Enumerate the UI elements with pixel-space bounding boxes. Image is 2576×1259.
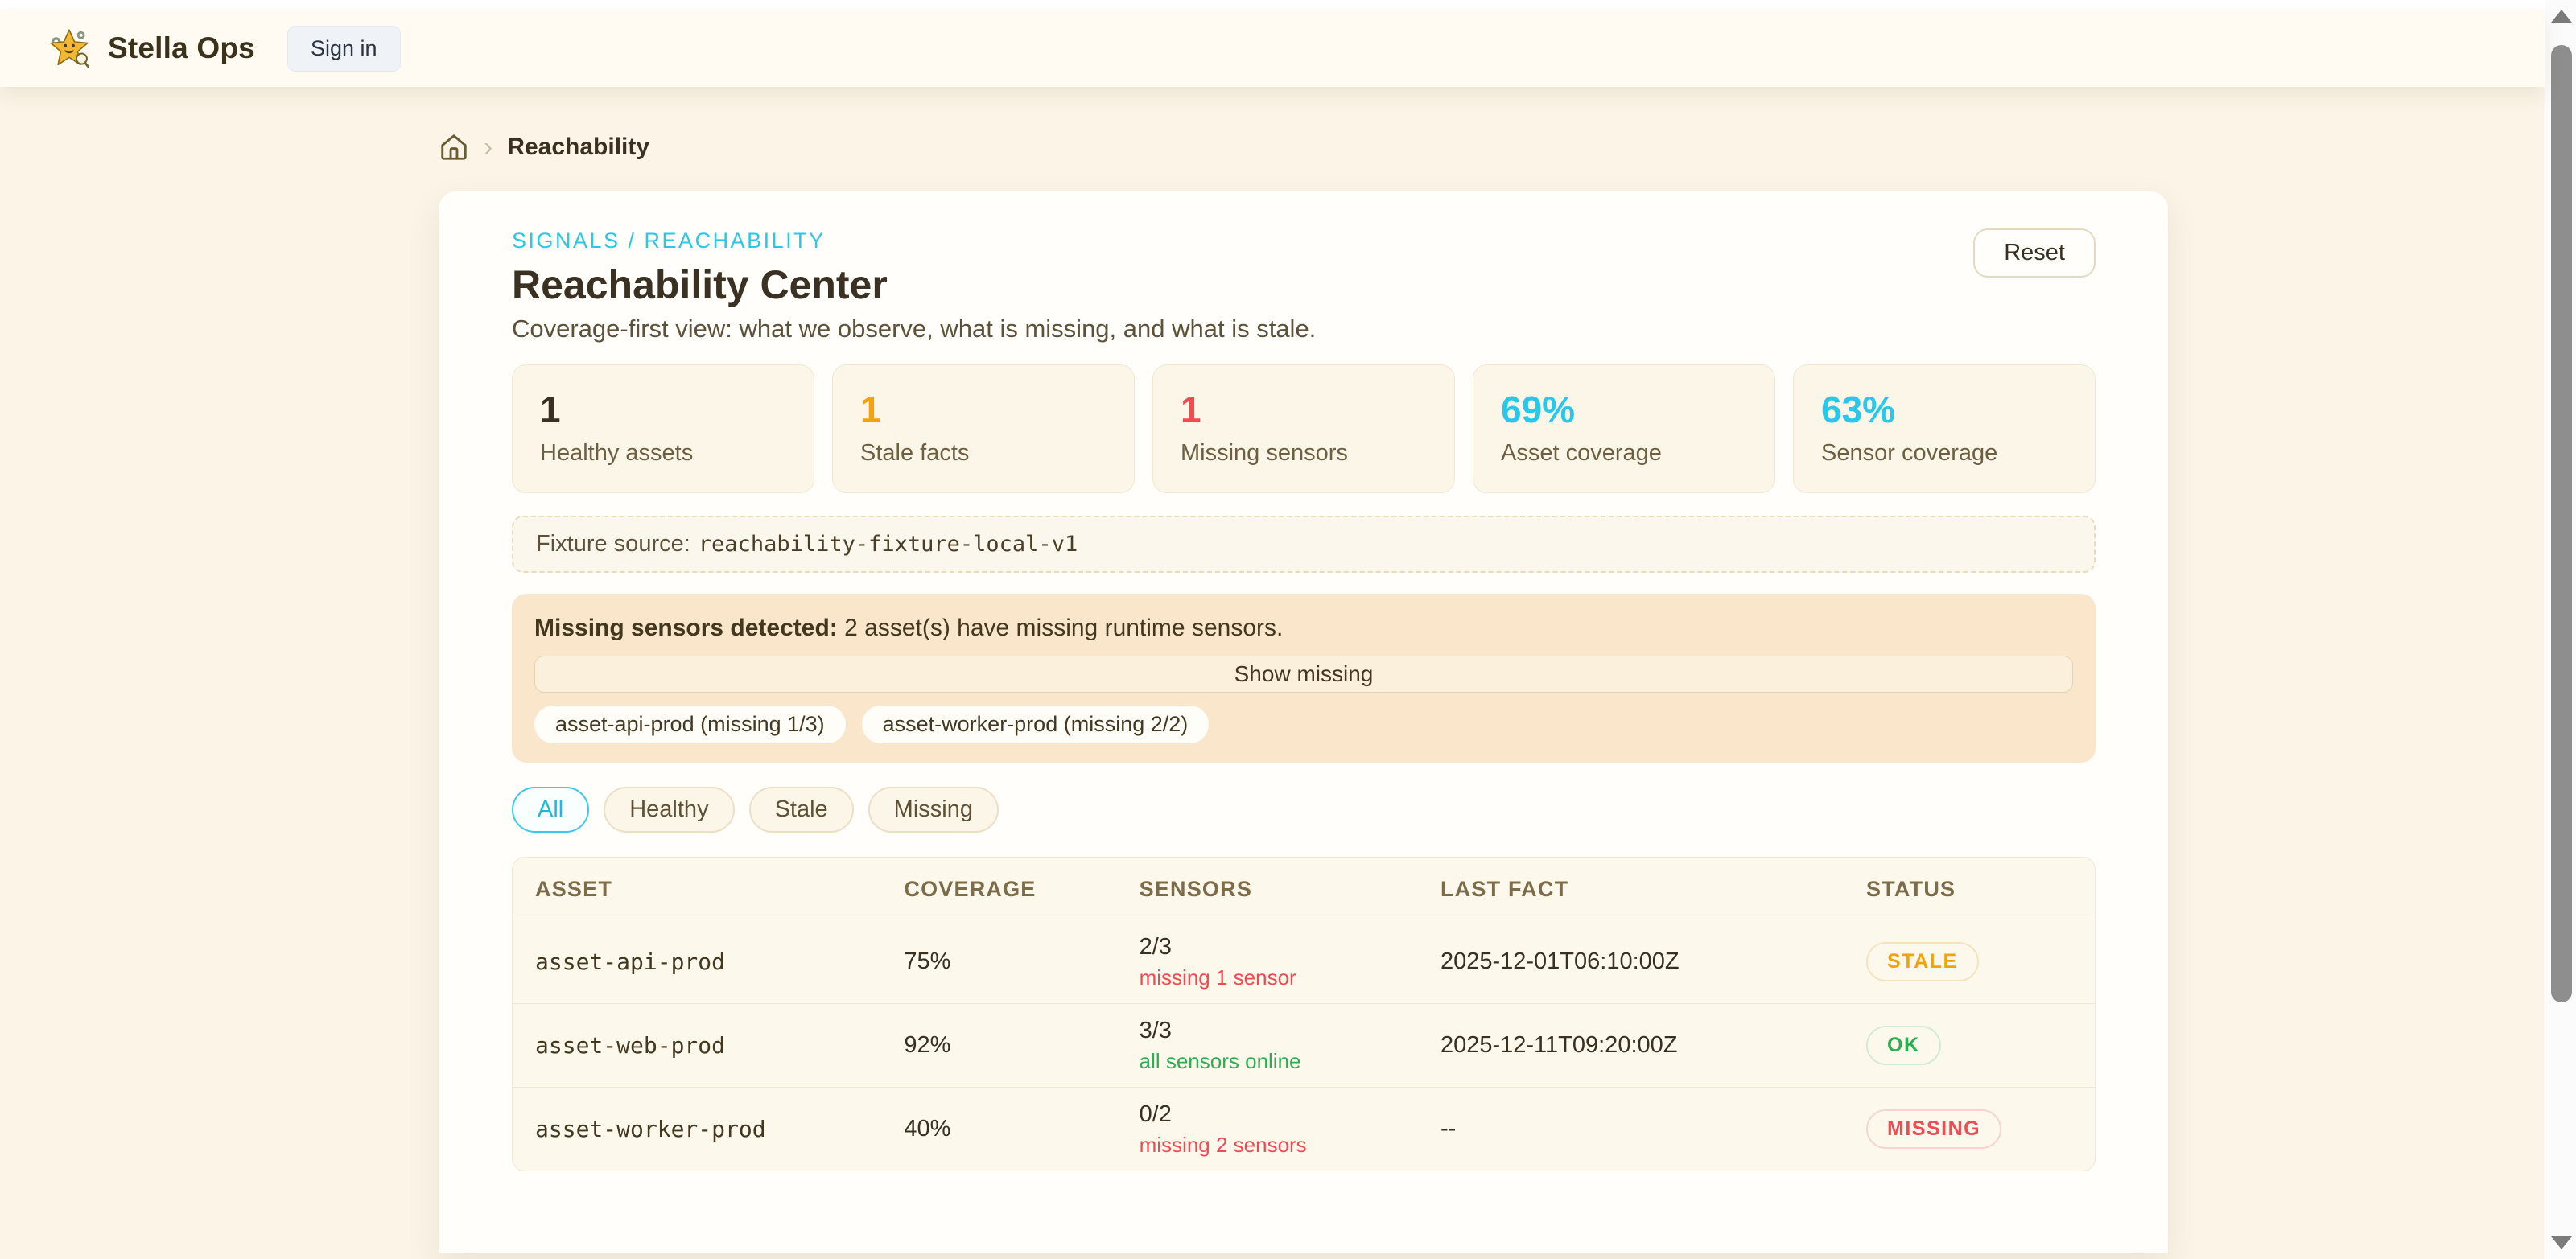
cell-asset: asset-worker-prod <box>535 1116 766 1143</box>
cell-asset: asset-api-prod <box>535 948 726 976</box>
vertical-scrollbar <box>2545 0 2576 1259</box>
stat-card: 1 Stale facts <box>832 364 1135 493</box>
reachability-card: SIGNALS / REACHABILITY Reachability Cent… <box>439 191 2168 1253</box>
cell-coverage: 92% <box>904 1032 951 1059</box>
stat-label: Stale facts <box>860 439 970 466</box>
stat-card: 69% Asset coverage <box>1473 364 1775 493</box>
breadcrumb-current[interactable]: Reachability <box>507 134 650 160</box>
section-eyebrow: SIGNALS / REACHABILITY <box>512 228 826 253</box>
column-header-last-fact: LAST FACT <box>1440 877 1569 902</box>
filter-pill-healthy[interactable]: Healthy <box>604 787 735 833</box>
stat-card: 1 Missing sensors <box>1152 364 1455 493</box>
cell-status: MISSING <box>1866 1109 2072 1150</box>
stat-label: Healthy assets <box>540 439 694 466</box>
table-row: asset-api-prod 75% 2/3 missing 1 sensor … <box>513 920 2095 1003</box>
reset-button[interactable]: Reset <box>1973 228 2096 278</box>
cell-sensors: 3/3 all sensors online <box>1140 1018 1440 1074</box>
app-header: Stella Ops Sign in <box>0 10 2545 87</box>
stat-value: 63% <box>1821 389 1896 430</box>
cell-sensors: 2/3 missing 1 sensor <box>1140 934 1440 990</box>
scroll-up-arrow-icon[interactable] <box>2551 10 2572 23</box>
cell-last-fact: -- <box>1440 1116 1457 1142</box>
top-strip <box>0 0 2545 10</box>
table-body: asset-api-prod 75% 2/3 missing 1 sensor … <box>513 920 2095 1171</box>
stat-label: Sensor coverage <box>1821 439 1998 466</box>
brand: Stella Ops <box>48 27 255 69</box>
filter-pills: All Healthy Stale Missing <box>512 787 2096 833</box>
status-badge: MISSING <box>1866 1109 2002 1150</box>
title-row: SIGNALS / REACHABILITY Reachability Cent… <box>512 228 2096 344</box>
stat-label: Missing sensors <box>1181 439 1348 466</box>
alert-title: Missing sensors detected: <box>534 614 838 641</box>
filter-pill-all[interactable]: All <box>512 787 590 833</box>
stat-card: 63% Sensor coverage <box>1793 364 2096 493</box>
stat-value: 69% <box>1501 389 1576 430</box>
cell-coverage: 75% <box>904 948 951 975</box>
cell-status: OK <box>1866 1026 2072 1066</box>
sensors-count: 0/2 <box>1139 1101 1172 1127</box>
column-header-coverage: COVERAGE <box>904 877 1037 902</box>
assets-table: ASSET COVERAGE SENSORS LAST FACT STATUS asse… <box>512 857 2096 1172</box>
scroll-down-arrow-icon[interactable] <box>2551 1236 2572 1249</box>
stats-row: 1 Healthy assets 1 Stale facts 1 Missing… <box>512 364 2096 493</box>
column-header-asset: ASSET <box>535 877 613 902</box>
sensors-count: 3/3 <box>1139 1017 1172 1043</box>
stat-label: Asset coverage <box>1501 439 1662 466</box>
breadcrumb-separator-icon: › <box>484 132 493 163</box>
column-header-sensors: SENSORS <box>1139 877 1253 902</box>
cell-sensors: 0/2 missing 2 sensors <box>1140 1101 1440 1158</box>
sign-in-button[interactable]: Sign in <box>286 25 401 72</box>
cell-status: STALE <box>1866 942 2072 982</box>
column-header-status: STATUS <box>1866 877 1956 902</box>
stat-value: 1 <box>860 389 881 430</box>
fixture-source-value: reachability-fixture-local-v1 <box>698 531 1078 557</box>
alert-message: 2 asset(s) have missing runtime sensors. <box>844 614 1284 641</box>
alert-text: Missing sensors detected: 2 asset(s) hav… <box>534 613 2073 644</box>
stat-value: 1 <box>540 389 561 430</box>
status-badge: STALE <box>1866 942 1979 982</box>
page-subtitle: Coverage-first view: what we observe, wh… <box>512 315 1317 343</box>
stat-value: 1 <box>1181 389 1201 430</box>
cell-last-fact: 2025-12-11T09:20:00Z <box>1440 1032 1678 1059</box>
show-missing-button[interactable]: Show missing <box>534 656 2073 693</box>
missing-asset-chip: asset-worker-prod (missing 2/2) <box>861 706 1210 744</box>
cell-last-fact: 2025-12-01T06:10:00Z <box>1440 948 1680 975</box>
alert-chips: asset-api-prod (missing 1/3) asset-worker… <box>534 706 2073 744</box>
table-row: asset-web-prod 92% 3/3 all sensors onlin… <box>513 1003 2095 1087</box>
sensors-note: all sensors online <box>1139 1048 1301 1073</box>
cell-asset: asset-web-prod <box>535 1032 726 1059</box>
filter-pill-stale[interactable]: Stale <box>748 787 854 833</box>
brand-name: Stella Ops <box>108 31 255 64</box>
home-icon[interactable] <box>439 132 469 163</box>
table-row: asset-worker-prod 40% 0/2 missing 2 sens… <box>513 1087 2095 1171</box>
table-header-row: ASSET COVERAGE SENSORS LAST FACT STATUS <box>513 858 2095 920</box>
scrollbar-thumb[interactable] <box>2551 45 2572 1002</box>
cell-coverage: 40% <box>904 1116 951 1142</box>
stat-card: 1 Healthy assets <box>512 364 814 493</box>
page-title: Reachability Center <box>512 262 888 307</box>
fixture-source-label: Fixture source: <box>536 530 690 557</box>
sensors-count: 2/3 <box>1139 933 1172 960</box>
fixture-source-box: Fixture source: reachability-fixture-loc… <box>512 515 2096 573</box>
title-block: SIGNALS / REACHABILITY Reachability Cent… <box>512 228 1316 344</box>
sensors-note: missing 2 sensors <box>1139 1132 1307 1157</box>
missing-asset-chip: asset-api-prod (missing 1/3) <box>534 706 846 744</box>
breadcrumb: › Reachability <box>439 132 2545 163</box>
filter-pill-missing[interactable]: Missing <box>868 787 999 833</box>
stella-ops-logo-icon <box>50 29 89 68</box>
sensors-note: missing 1 sensor <box>1139 965 1296 990</box>
status-badge: OK <box>1866 1026 1941 1066</box>
missing-sensors-alert: Missing sensors detected: 2 asset(s) hav… <box>512 593 2096 763</box>
